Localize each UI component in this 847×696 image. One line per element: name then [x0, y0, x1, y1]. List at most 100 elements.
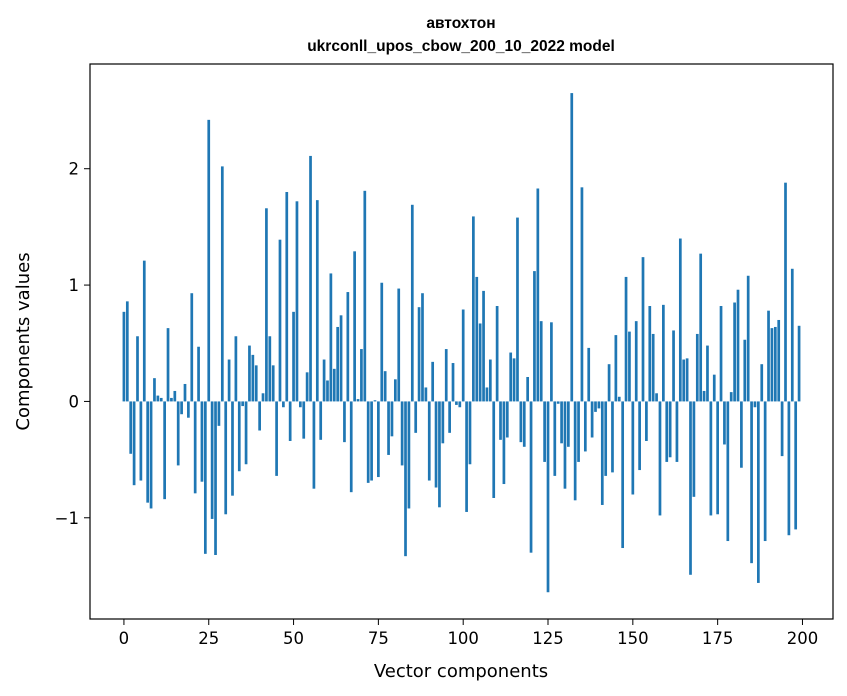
bar	[695, 333, 699, 402]
bar	[662, 304, 665, 402]
bar	[387, 401, 390, 455]
bar	[305, 372, 309, 402]
bar	[797, 325, 801, 402]
bar	[346, 292, 350, 402]
bar	[397, 288, 401, 402]
bar	[461, 309, 465, 402]
bar	[200, 401, 204, 482]
bar	[505, 401, 509, 438]
bar	[651, 333, 655, 402]
bar	[360, 349, 363, 402]
bar	[343, 401, 346, 443]
bar	[465, 401, 468, 512]
y-tick-label: 1	[69, 276, 80, 295]
bar	[648, 306, 652, 402]
bar	[784, 182, 787, 402]
bar	[580, 187, 584, 402]
bar	[224, 401, 228, 515]
bar	[231, 401, 234, 496]
bar	[163, 401, 166, 500]
bar	[665, 401, 669, 462]
bar	[499, 401, 502, 440]
bar	[268, 336, 272, 402]
bar	[780, 401, 784, 457]
bar	[438, 401, 441, 508]
bar	[743, 339, 747, 402]
bar	[298, 401, 302, 408]
x-tick-label: 50	[283, 629, 304, 648]
bar	[349, 401, 353, 493]
bar	[390, 401, 394, 437]
bar	[485, 387, 489, 402]
bar	[400, 401, 404, 466]
bar	[207, 119, 211, 402]
bar	[529, 401, 533, 553]
bar	[393, 379, 397, 402]
bar	[655, 393, 658, 402]
bar	[414, 401, 418, 433]
bar	[692, 401, 696, 497]
bar	[173, 390, 177, 402]
bar	[285, 191, 289, 402]
bar	[631, 401, 635, 495]
bar	[370, 401, 373, 481]
plot-frame	[89, 63, 834, 620]
bar	[794, 401, 798, 530]
bar	[560, 401, 563, 444]
bar	[543, 401, 546, 462]
bar	[767, 310, 770, 402]
bar	[550, 322, 553, 402]
bar	[295, 201, 299, 402]
bar	[271, 365, 275, 402]
bar	[682, 359, 686, 402]
bar	[777, 319, 781, 402]
bar	[241, 401, 245, 407]
bar	[380, 282, 384, 402]
bar	[614, 335, 618, 402]
bar	[773, 326, 777, 402]
bar	[577, 401, 580, 462]
bar	[132, 401, 136, 486]
bar	[488, 359, 492, 402]
bar	[546, 401, 550, 593]
bar	[275, 401, 278, 476]
x-axis-label: Vector components	[374, 661, 548, 682]
bar	[448, 401, 451, 433]
bar	[675, 401, 679, 462]
bar	[760, 364, 764, 402]
bar	[597, 401, 601, 409]
bar	[740, 401, 743, 468]
bar	[689, 401, 692, 575]
bar	[746, 275, 750, 402]
bar	[451, 363, 455, 402]
bar	[502, 401, 506, 485]
bar	[444, 349, 448, 402]
bar	[533, 271, 536, 402]
bar	[431, 361, 435, 402]
bar	[363, 190, 367, 402]
bar	[723, 401, 726, 445]
bar	[122, 311, 126, 402]
bar	[142, 260, 146, 402]
bar	[302, 401, 306, 439]
bar	[587, 347, 591, 402]
bar	[716, 401, 719, 515]
bar	[404, 401, 407, 557]
bar	[251, 354, 255, 402]
bar	[329, 273, 333, 402]
bar	[645, 401, 648, 441]
bar	[590, 401, 594, 438]
bar	[492, 401, 496, 498]
bar	[336, 326, 340, 402]
x-axis: 0 25 50 75 100 125 150 175 200	[119, 619, 818, 648]
bar	[563, 401, 567, 489]
bar	[322, 359, 326, 402]
bar	[258, 401, 261, 431]
bar	[166, 328, 170, 402]
bar	[441, 401, 445, 444]
bar	[332, 368, 336, 402]
bar	[383, 371, 387, 402]
y-axis: −1 0 1 2	[55, 160, 90, 528]
bar	[237, 401, 241, 472]
